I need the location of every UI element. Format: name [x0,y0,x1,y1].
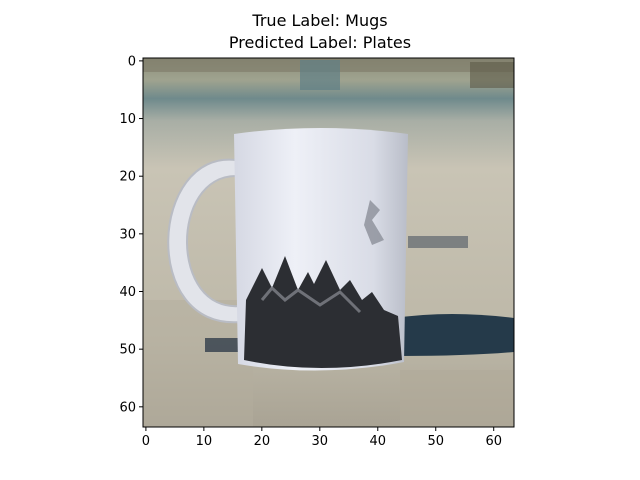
x-tick-label: 10 [196,434,213,449]
y-tick-label: 60 [119,400,136,415]
x-tick-label: 60 [485,434,502,449]
x-axis: 0 10 20 30 40 50 60 [142,427,502,449]
y-tick-label: 50 [119,343,136,358]
figure-title-predicted-label: Predicted Label: Plates [228,33,412,52]
x-tick-label: 20 [254,434,271,449]
x-tick-label: 0 [142,434,150,449]
mountain-print [244,256,402,368]
x-tick-label: 30 [312,434,329,449]
y-axis: 0 10 20 30 40 50 60 [119,54,143,415]
y-tick-label: 0 [128,54,136,69]
y-tick-label: 20 [119,170,136,185]
y-tick-label: 10 [119,112,136,127]
x-tick-label: 40 [370,434,387,449]
y-tick-label: 30 [119,227,136,242]
mug-photo [143,58,514,427]
mug-shadow [395,314,514,356]
y-tick-label: 40 [119,285,136,300]
image-axes-frame [142,57,515,428]
figure-title-true-label: True Label: Mugs [252,11,388,30]
x-tick-label: 50 [427,434,444,449]
